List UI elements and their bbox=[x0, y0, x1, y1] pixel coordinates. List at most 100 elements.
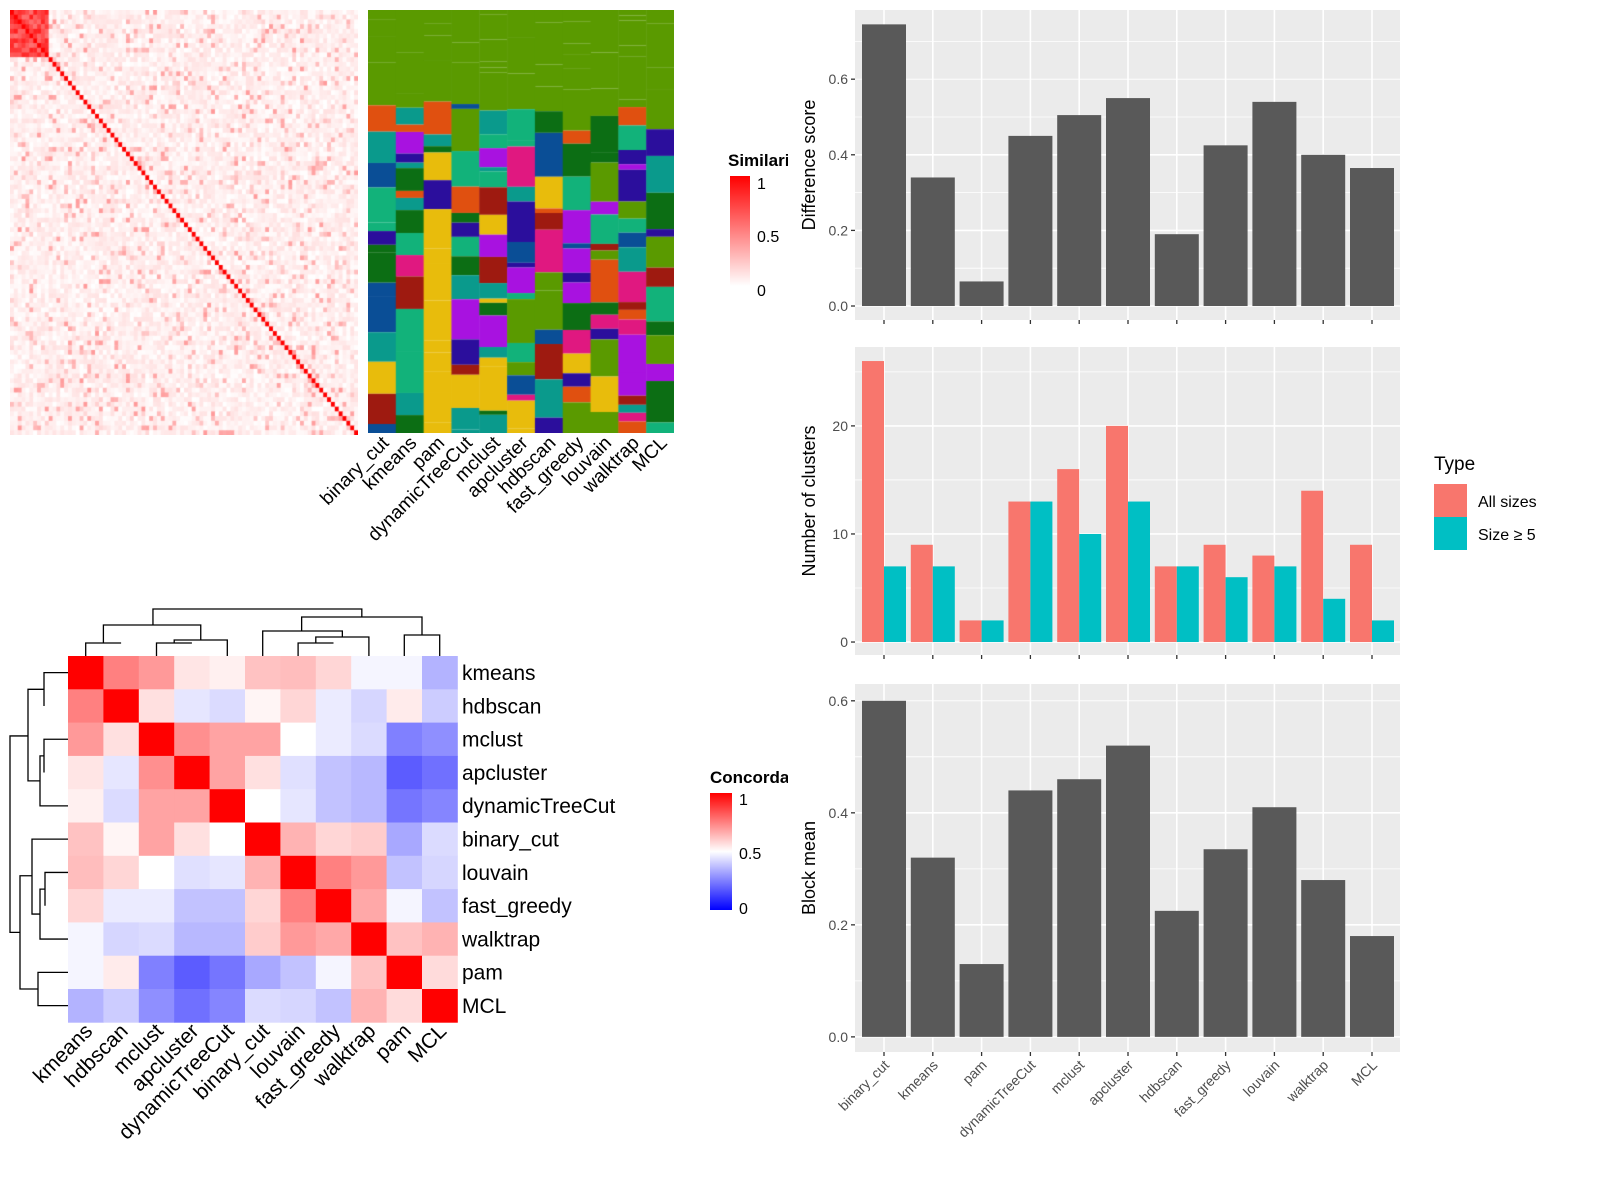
dendrogram-branch bbox=[37, 971, 68, 1007]
cell-dynamicTreeCut-walktrap bbox=[351, 789, 387, 823]
cell-walktrap-louvain bbox=[280, 922, 317, 957]
cell-apcluster-fast_greedy bbox=[315, 755, 352, 790]
dendrogram-branch bbox=[300, 616, 423, 635]
cell-apcluster-pam bbox=[386, 755, 423, 790]
cell-fast_greedy-fast_greedy bbox=[315, 889, 352, 923]
cell-dynamicTreeCut-pam bbox=[386, 789, 423, 823]
row-label: MCL bbox=[462, 995, 506, 1018]
cell-pam-mclust bbox=[138, 955, 175, 990]
cell-apcluster-binary_cut bbox=[245, 755, 281, 790]
cell-hdbscan-hdbscan bbox=[103, 689, 140, 723]
dendrogram-branch bbox=[152, 608, 363, 625]
bar-dynamicTreeCut bbox=[1008, 135, 1053, 307]
cell-pam-apcluster bbox=[174, 955, 210, 990]
row-label: walktrap bbox=[461, 928, 540, 951]
cell-fast_greedy-dynamicTreeCut bbox=[209, 889, 246, 923]
cell-louvain-dynamicTreeCut bbox=[209, 855, 246, 890]
bar-MCL-size-ge5 bbox=[1372, 620, 1394, 643]
row-label: apcluster bbox=[462, 762, 547, 785]
bar-apcluster bbox=[1106, 98, 1150, 307]
cell-dynamicTreeCut-mclust bbox=[138, 789, 175, 823]
y-tick-label: 0.2 bbox=[829, 222, 849, 238]
similarity-heatmap bbox=[10, 10, 358, 435]
cell-hdbscan-pam bbox=[386, 689, 423, 723]
column-label: MCL bbox=[404, 1020, 452, 1068]
cell-mclust-binary_cut bbox=[245, 722, 281, 757]
cell-hdbscan-fast_greedy bbox=[315, 689, 352, 723]
legend-title: Concordance bbox=[710, 768, 819, 787]
x-tick-label: louvain bbox=[1240, 1057, 1283, 1100]
bar-apcluster-size-ge5 bbox=[1128, 501, 1150, 643]
bar-kmeans bbox=[910, 857, 955, 1037]
bar-walktrap bbox=[1301, 154, 1346, 307]
y-axis-label: Difference score bbox=[799, 100, 819, 231]
cell-pam-binary_cut bbox=[245, 955, 281, 990]
cell-MCL-MCL bbox=[422, 989, 458, 1023]
cell-dynamicTreeCut-MCL bbox=[422, 789, 458, 823]
legend-tick: 0 bbox=[739, 901, 748, 918]
bar-binary_cut-size-ge5 bbox=[884, 566, 906, 643]
bar-binary_cut-all-sizes bbox=[862, 361, 884, 643]
x-tick-label: walktrap bbox=[1282, 1057, 1331, 1106]
concordance-colorbar bbox=[710, 793, 732, 910]
cell-louvain-walktrap bbox=[351, 855, 387, 890]
legend-tick: 1 bbox=[757, 176, 766, 193]
cell-MCL-binary_cut bbox=[245, 989, 281, 1023]
cell-pam-MCL bbox=[422, 955, 458, 990]
cell-apcluster-apcluster bbox=[174, 755, 210, 790]
cell-binary_cut-binary_cut bbox=[245, 822, 281, 857]
cell-louvain-hdbscan bbox=[103, 855, 140, 890]
x-tick-label: kmeans bbox=[895, 1057, 941, 1103]
cell-mclust-louvain bbox=[280, 722, 317, 757]
dendrogram-branch bbox=[85, 642, 122, 656]
cell-apcluster-louvain bbox=[280, 755, 317, 790]
cell-pam-louvain bbox=[280, 955, 317, 990]
legend-label: All sizes bbox=[1478, 494, 1537, 511]
cell-apcluster-hdbscan bbox=[103, 755, 140, 790]
cell-apcluster-dynamicTreeCut bbox=[209, 755, 246, 790]
y-tick-label: 0.6 bbox=[829, 71, 849, 87]
cell-kmeans-mclust bbox=[138, 656, 175, 690]
cell-dynamicTreeCut-louvain bbox=[280, 789, 317, 823]
cell-walktrap-apcluster bbox=[174, 922, 210, 957]
cell-binary_cut-pam bbox=[386, 822, 423, 857]
cell-walktrap-fast_greedy bbox=[315, 922, 352, 957]
cell-binary_cut-mclust bbox=[138, 822, 175, 857]
cell-MCL-hdbscan bbox=[103, 989, 140, 1023]
row-label: louvain bbox=[462, 862, 529, 885]
row-label: pam bbox=[462, 962, 503, 985]
y-tick-label: 0.4 bbox=[829, 147, 849, 163]
bar-kmeans-all-sizes bbox=[910, 544, 933, 643]
dendrogram-branch bbox=[155, 642, 192, 656]
cell-MCL-pam bbox=[386, 989, 423, 1023]
cluster-membership-heatmap bbox=[368, 10, 674, 433]
type-legend: Type All sizes Size ≥ 5 bbox=[1434, 454, 1537, 550]
cell-fast_greedy-MCL bbox=[422, 889, 458, 923]
cell-MCL-apcluster bbox=[174, 989, 210, 1023]
similarity-colorbar bbox=[730, 176, 750, 286]
cell-mclust-pam bbox=[386, 722, 423, 757]
dendrogram bbox=[9, 608, 441, 1007]
legend-title: Similarity bbox=[728, 151, 805, 170]
cell-fast_greedy-louvain bbox=[280, 889, 317, 923]
bar-fast_greedy-all-sizes bbox=[1203, 544, 1226, 643]
bar-fast_greedy-size-ge5 bbox=[1225, 577, 1248, 643]
y-tick-label: 0.0 bbox=[829, 298, 849, 314]
cell-kmeans-walktrap bbox=[351, 656, 387, 690]
dendrogram-branch bbox=[403, 634, 441, 656]
bar-dynamicTreeCut bbox=[1008, 790, 1053, 1037]
dendrogram-branch bbox=[44, 871, 68, 906]
cell-pam-dynamicTreeCut bbox=[209, 955, 246, 990]
cell-apcluster-MCL bbox=[422, 755, 458, 790]
cell-kmeans-MCL bbox=[422, 656, 458, 690]
y-axis-label: Number of clusters bbox=[799, 425, 819, 576]
cell-louvain-apcluster bbox=[174, 855, 210, 890]
y-axis-label: Block mean bbox=[799, 821, 819, 915]
bar-fast_greedy bbox=[1203, 849, 1248, 1037]
bar-mclust bbox=[1057, 779, 1102, 1037]
cell-walktrap-mclust bbox=[138, 922, 175, 957]
bar-hdbscan bbox=[1154, 910, 1199, 1037]
bar-louvain-all-sizes bbox=[1252, 555, 1275, 643]
cell-fast_greedy-kmeans bbox=[68, 889, 104, 923]
cell-MCL-fast_greedy bbox=[315, 989, 352, 1023]
